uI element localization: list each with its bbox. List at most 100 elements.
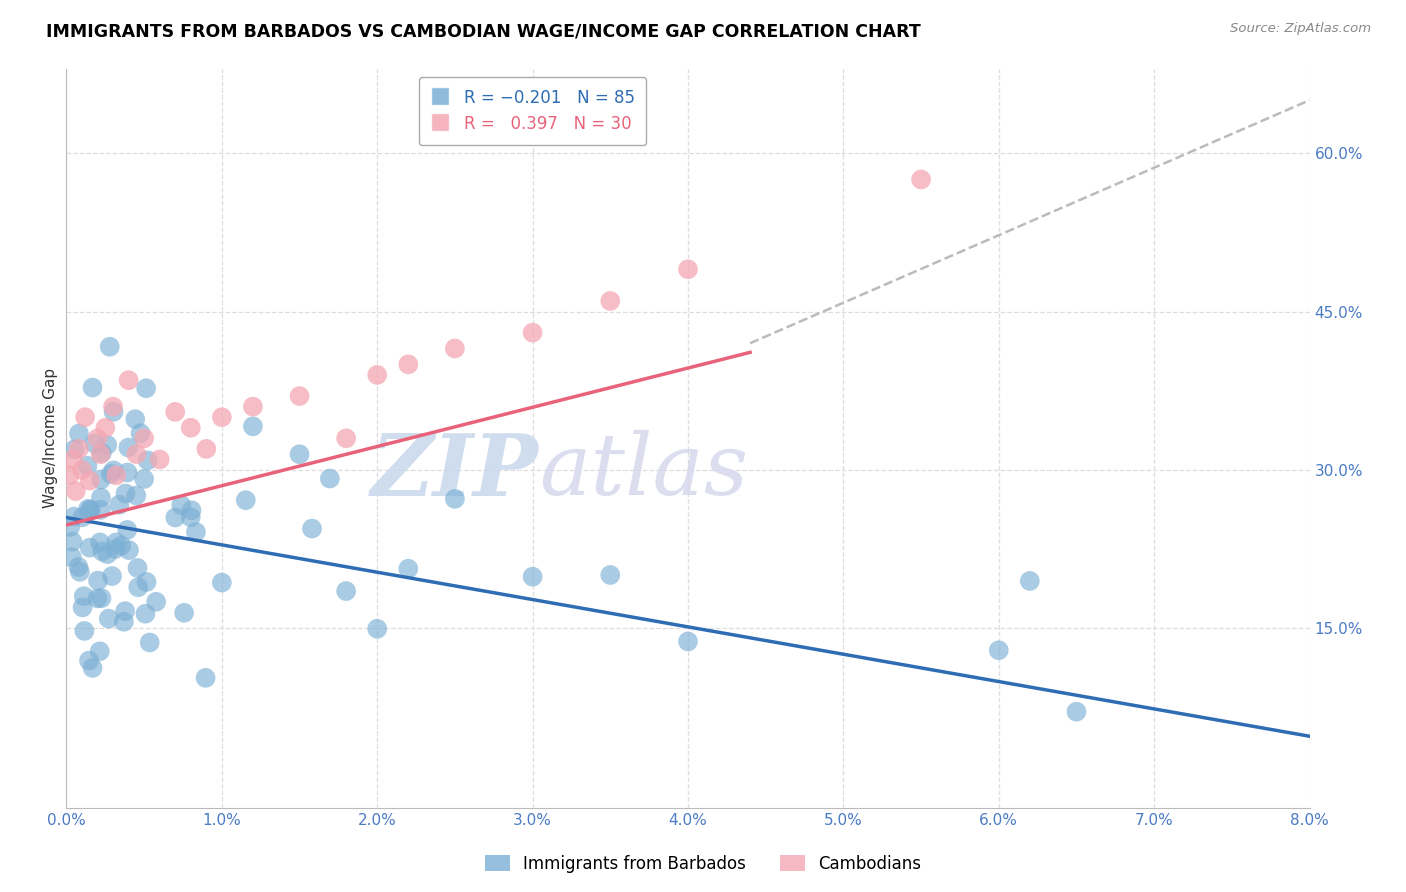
Point xyxy=(138,635,160,649)
Text: ZIP: ZIP xyxy=(371,430,538,513)
Point xyxy=(79,474,101,488)
Point xyxy=(103,463,125,477)
Point xyxy=(676,634,699,648)
Point xyxy=(134,607,156,621)
Point xyxy=(366,622,388,636)
Point xyxy=(599,293,621,308)
Point xyxy=(235,493,257,508)
Point xyxy=(105,468,128,483)
Legend: R = −0.201   N = 85, R =   0.397   N = 30: R = −0.201 N = 85, R = 0.397 N = 30 xyxy=(419,77,647,145)
Point xyxy=(110,539,132,553)
Point xyxy=(134,472,156,486)
Point xyxy=(67,426,90,441)
Point xyxy=(396,562,419,576)
Point xyxy=(97,612,120,626)
Point xyxy=(108,498,131,512)
Point xyxy=(114,486,136,500)
Point xyxy=(1018,574,1040,588)
Point xyxy=(103,405,125,419)
Point xyxy=(127,580,149,594)
Point xyxy=(75,410,97,425)
Point xyxy=(135,574,157,589)
Point xyxy=(288,447,311,461)
Point xyxy=(90,491,112,505)
Point xyxy=(173,606,195,620)
Point xyxy=(444,491,467,506)
Point xyxy=(83,436,105,450)
Point xyxy=(101,569,124,583)
Point xyxy=(58,468,80,483)
Point xyxy=(987,643,1010,657)
Point xyxy=(117,441,139,455)
Point xyxy=(117,466,139,480)
Point xyxy=(96,547,118,561)
Text: Source: ZipAtlas.com: Source: ZipAtlas.com xyxy=(1230,22,1371,36)
Point xyxy=(129,426,152,441)
Point xyxy=(62,534,84,549)
Point xyxy=(242,400,264,414)
Point xyxy=(1066,705,1088,719)
Point xyxy=(117,373,139,387)
Point xyxy=(319,471,342,485)
Point xyxy=(335,431,357,445)
Text: atlas: atlas xyxy=(538,430,748,513)
Point xyxy=(87,574,110,588)
Point xyxy=(301,522,323,536)
Point xyxy=(63,509,86,524)
Point xyxy=(90,591,112,606)
Point xyxy=(242,419,264,434)
Point xyxy=(79,541,101,555)
Point xyxy=(118,543,141,558)
Point xyxy=(90,503,112,517)
Point xyxy=(184,524,207,539)
Point xyxy=(125,488,148,502)
Point xyxy=(194,671,217,685)
Point xyxy=(134,431,156,445)
Point xyxy=(62,452,84,467)
Point xyxy=(136,453,159,467)
Point xyxy=(63,442,86,457)
Point xyxy=(96,438,118,452)
Text: IMMIGRANTS FROM BARBADOS VS CAMBODIAN WAGE/INCOME GAP CORRELATION CHART: IMMIGRANTS FROM BARBADOS VS CAMBODIAN WA… xyxy=(46,22,921,40)
Point xyxy=(70,463,93,477)
Point xyxy=(105,535,128,549)
Point xyxy=(149,452,172,467)
Point xyxy=(77,502,100,516)
Point xyxy=(89,535,111,549)
Point xyxy=(80,503,103,517)
Point xyxy=(366,368,388,382)
Point xyxy=(125,447,148,461)
Point xyxy=(444,342,467,356)
Point xyxy=(288,389,311,403)
Point xyxy=(114,604,136,618)
Point xyxy=(90,446,112,460)
Point xyxy=(90,473,112,487)
Point xyxy=(101,400,124,414)
Point xyxy=(76,458,98,473)
Point xyxy=(86,591,108,606)
Point xyxy=(195,442,218,456)
Point xyxy=(77,654,100,668)
Point xyxy=(73,624,96,638)
Point xyxy=(69,565,91,579)
Legend: Immigrants from Barbados, Cambodians: Immigrants from Barbados, Cambodians xyxy=(478,848,928,880)
Point xyxy=(170,498,193,512)
Point xyxy=(599,568,621,582)
Point xyxy=(165,405,187,419)
Point xyxy=(115,523,138,537)
Point xyxy=(335,584,357,599)
Point xyxy=(98,340,121,354)
Point xyxy=(79,502,101,516)
Point xyxy=(82,661,104,675)
Point xyxy=(127,561,149,575)
Point xyxy=(67,442,90,456)
Point xyxy=(94,421,117,435)
Point xyxy=(72,510,94,524)
Point xyxy=(60,550,83,565)
Point xyxy=(82,380,104,394)
Point xyxy=(180,510,202,524)
Point xyxy=(180,421,202,435)
Point xyxy=(135,381,157,395)
Point xyxy=(145,595,167,609)
Point xyxy=(91,544,114,558)
